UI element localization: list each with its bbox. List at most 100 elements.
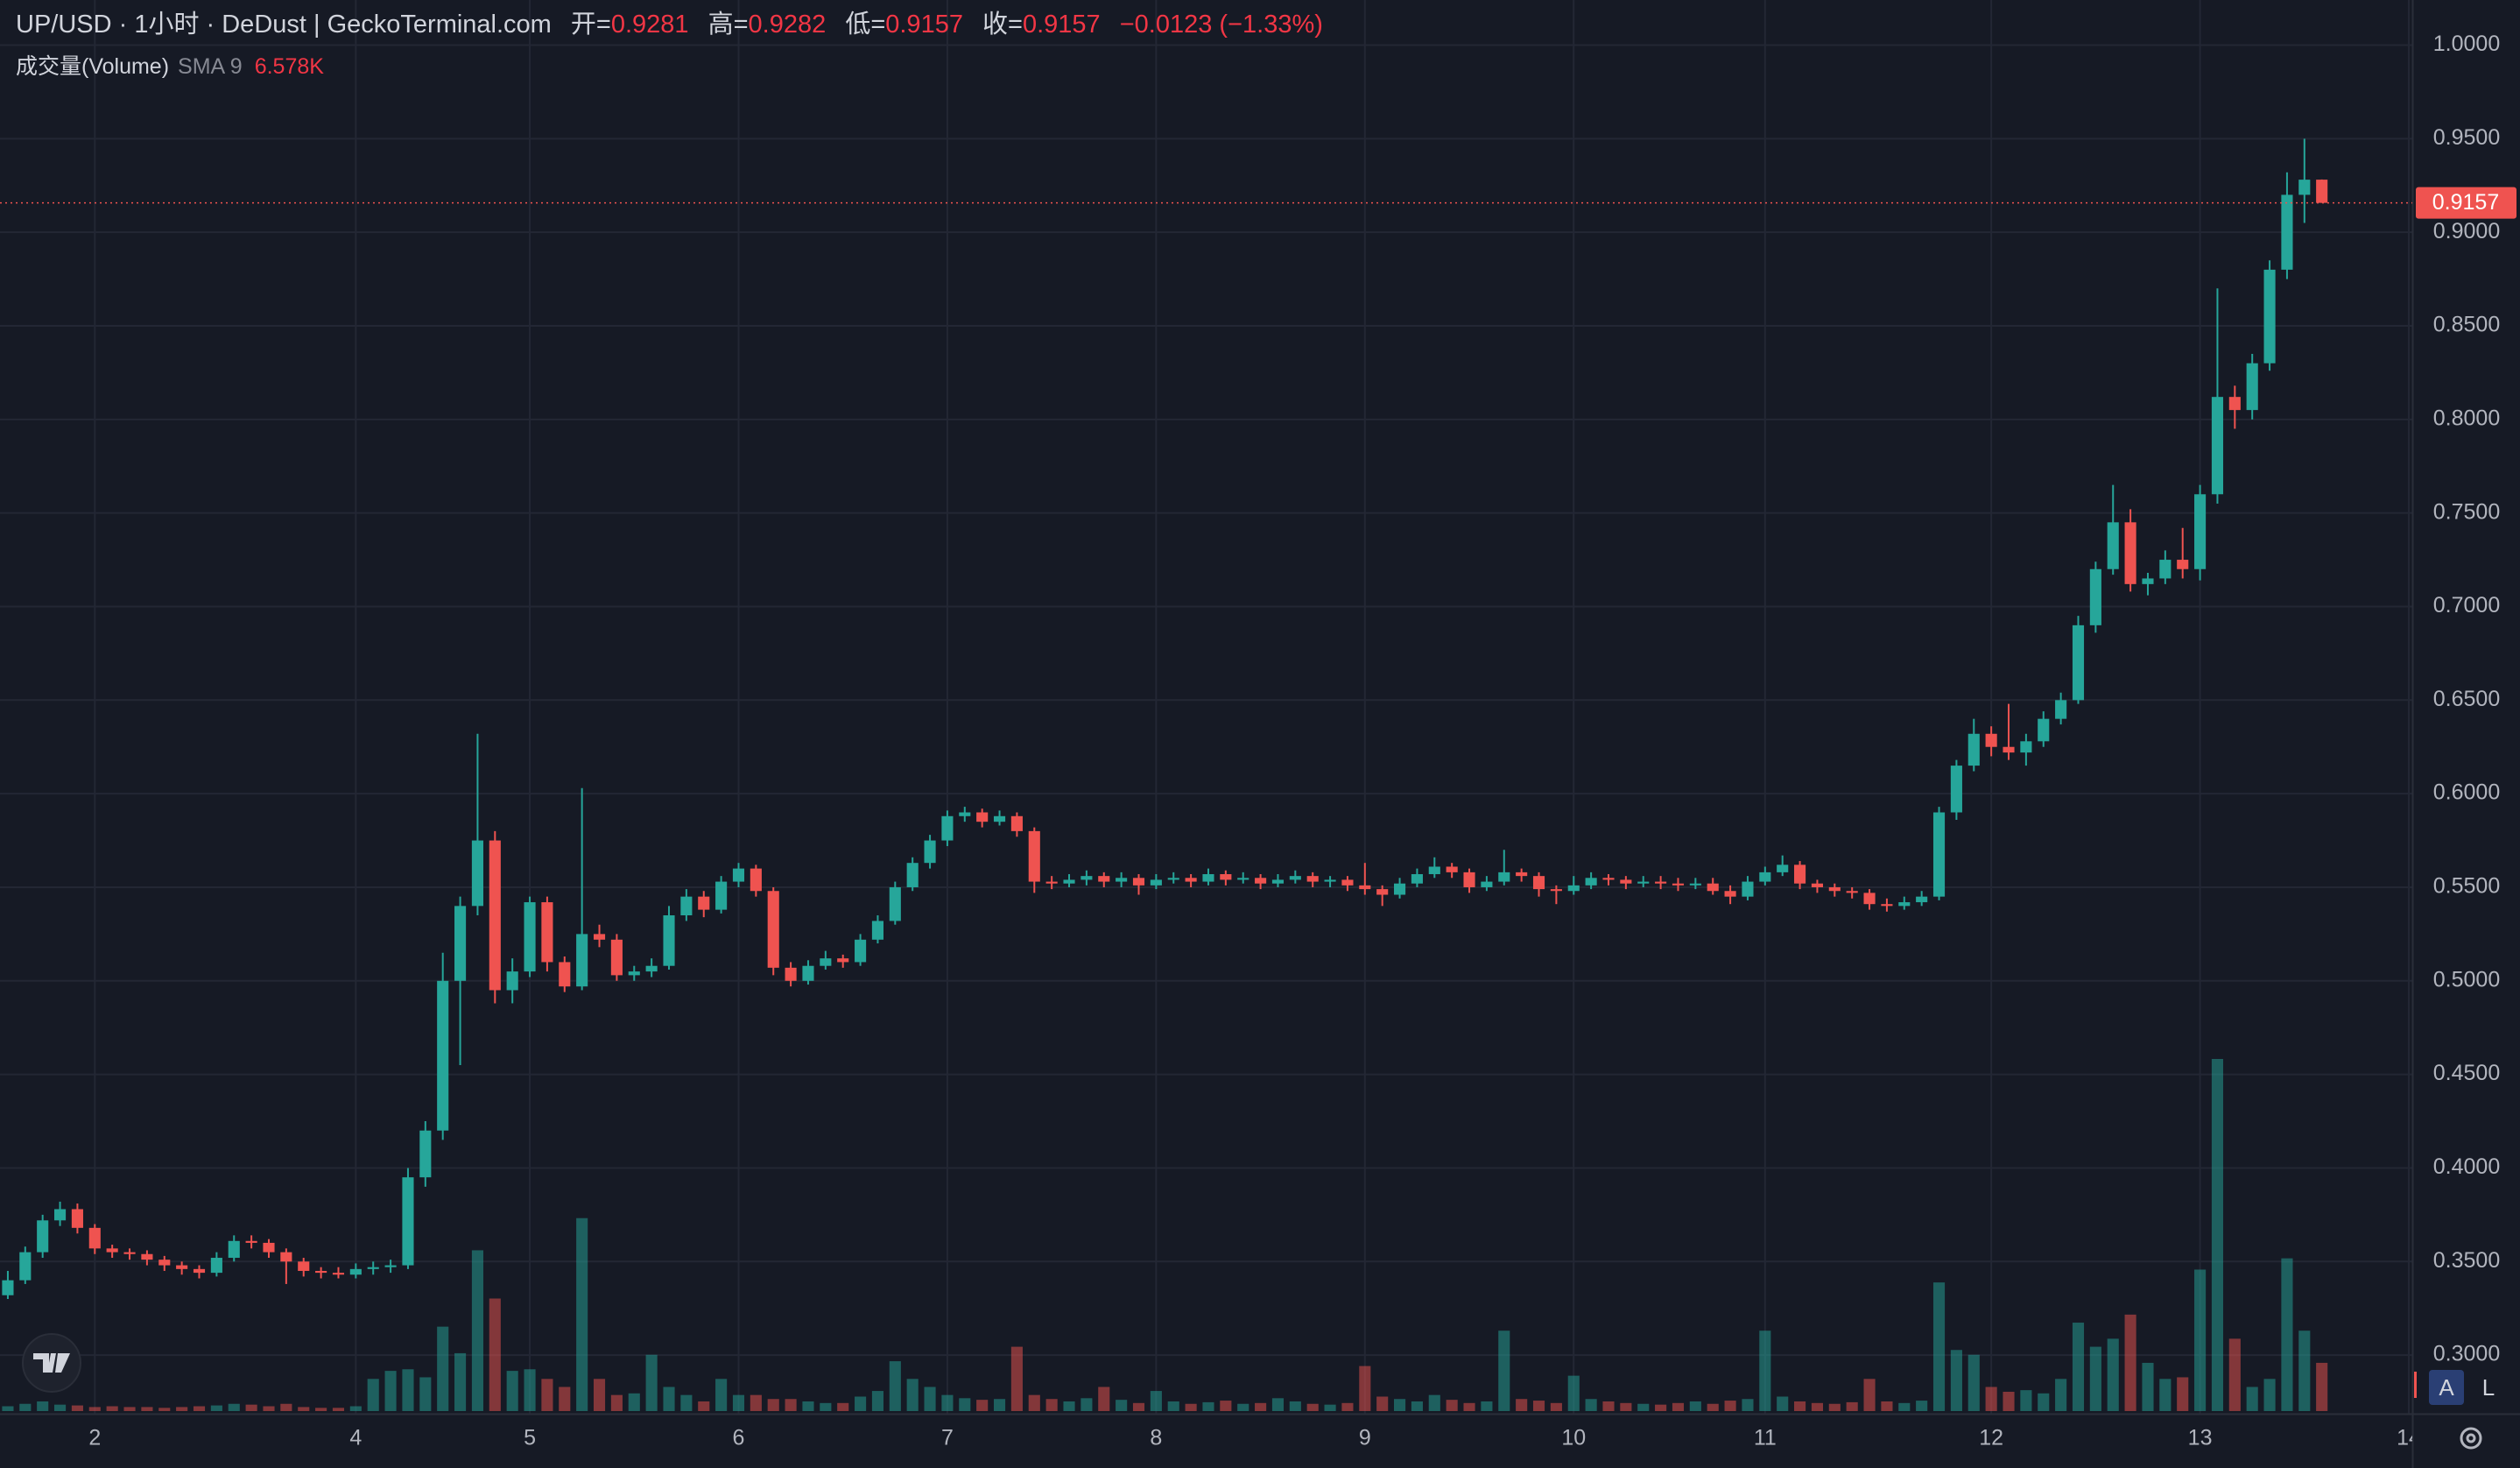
y-tick-label: 0.3500 [2433, 1248, 2500, 1273]
candle-body [1985, 733, 1997, 747]
volume-bar [2072, 1323, 2085, 1411]
volume-bar [228, 1403, 240, 1411]
volume-bar [419, 1377, 432, 1411]
candle-body [2228, 397, 2241, 411]
candle-body [1637, 881, 1650, 884]
volume-bar [1010, 1346, 1023, 1411]
volume-bar [2159, 1379, 2172, 1411]
candle-body [1167, 878, 1179, 880]
volume-bar [1098, 1387, 1110, 1411]
candle-body [1724, 891, 1736, 897]
settings-button[interactable] [2460, 1427, 2482, 1450]
candle-body [1255, 878, 1267, 884]
candle-body [332, 1273, 345, 1275]
candle-body [1028, 830, 1040, 882]
candle-body [1672, 883, 1685, 886]
volume-bar [2020, 1390, 2032, 1411]
volume-bar [1481, 1401, 1493, 1411]
candle-body [71, 1209, 83, 1228]
candle-body [419, 1130, 432, 1178]
candle-body [1324, 879, 1336, 882]
candle-body [1202, 874, 1214, 882]
candle-body [437, 980, 449, 1131]
volume-bar [19, 1403, 32, 1411]
candle-body [1932, 812, 1946, 897]
volume-bar [1655, 1404, 1667, 1411]
volume-bar [1985, 1387, 1997, 1411]
candle-body [1532, 876, 1545, 890]
volume-bar [2055, 1379, 2067, 1411]
candle-body [88, 1227, 101, 1249]
symbol-title: UP/USD · 1小时 · DeDust | GeckoTerminal.co… [16, 11, 552, 39]
candle-body [298, 1261, 310, 1271]
candle-body [1289, 876, 1301, 880]
candle-body [106, 1248, 118, 1253]
candle-body [1150, 879, 1162, 886]
volume-bar [1516, 1399, 1528, 1411]
candle-body [1811, 883, 1823, 887]
y-tick-label: 0.5500 [2433, 874, 2500, 899]
x-tick-label: 8 [1150, 1426, 1162, 1450]
candle-body [1306, 876, 1319, 882]
candle-body [2159, 560, 2172, 579]
log-scale-button[interactable]: L [2481, 1373, 2495, 1401]
volume-bar [489, 1298, 501, 1411]
candle-body [889, 886, 901, 921]
volume-bar [750, 1394, 762, 1411]
x-tick-label: 14 [2397, 1426, 2421, 1450]
volume-bar [53, 1404, 67, 1411]
candle-body [2055, 700, 2067, 719]
volume-bar [2298, 1330, 2311, 1411]
volume-bar [1167, 1401, 1179, 1411]
candle-body [924, 840, 936, 864]
volume-bar [1637, 1403, 1650, 1411]
low-value: 0.9157 [885, 11, 963, 39]
volume-bar [1967, 1354, 1980, 1411]
volume-bar [141, 1407, 153, 1411]
volume-bar [1828, 1403, 1841, 1411]
volume-bar [1289, 1401, 1301, 1411]
scale-marker [2414, 1372, 2417, 1398]
candle-body [1271, 879, 1285, 884]
volume-bar [993, 1399, 1006, 1411]
tradingview-logo[interactable] [22, 1333, 81, 1393]
volume-bar [2211, 1059, 2224, 1411]
volume-bar [698, 1401, 710, 1411]
volume-legend: 成交量(Volume) SMA 9 6.578K [16, 51, 324, 82]
volume-bar [593, 1379, 606, 1411]
candle-body [802, 965, 814, 981]
close-label: 收= [982, 11, 1023, 39]
volume-bar [1689, 1401, 1701, 1411]
candle-body [1602, 878, 1615, 880]
candle-body [941, 815, 954, 841]
candle-body [193, 1268, 206, 1274]
candle-body [1376, 889, 1389, 895]
x-tick-label: 10 [1561, 1426, 1586, 1450]
volume-bar [2228, 1338, 2241, 1411]
candle-body [1498, 872, 1510, 882]
volume-bar [1846, 1401, 1858, 1411]
candle-body [559, 962, 571, 987]
candle-body [176, 1265, 188, 1269]
volume-bar [2194, 1269, 2207, 1411]
candle-body [1881, 904, 1893, 907]
auto-scale-button[interactable]: A [2429, 1370, 2464, 1405]
volume-bar [1359, 1366, 1371, 1411]
volume-bar [1202, 1401, 1214, 1411]
candle-body [1063, 879, 1075, 884]
candle-body [1359, 885, 1371, 890]
candle-body [1081, 876, 1093, 880]
volume-bar [1777, 1396, 1789, 1411]
time-axis: 2 4 5 6 7 8 9 10 11 12 13 14 [88, 1426, 2421, 1450]
volume-bar [2263, 1379, 2276, 1411]
y-tick-label: 0.8000 [2433, 406, 2500, 430]
volume-bar [2124, 1314, 2136, 1411]
volume-bar [384, 1371, 397, 1411]
x-tick-label: 7 [941, 1426, 954, 1450]
y-tick-label: 0.3000 [2433, 1342, 2500, 1366]
last-price-tag [2416, 187, 2516, 219]
volume-bar [315, 1408, 327, 1411]
candle-body [2298, 180, 2311, 195]
candle-body [906, 863, 919, 887]
y-tick-label: 0.9000 [2433, 219, 2500, 243]
